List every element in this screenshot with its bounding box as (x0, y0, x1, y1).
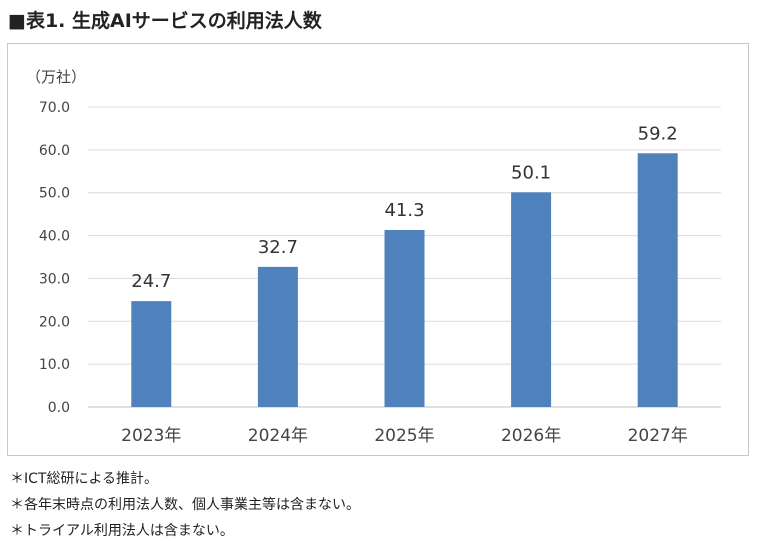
x-tick-label: 2025年 (374, 426, 434, 446)
bar (257, 266, 298, 407)
bar (131, 301, 172, 407)
footnotes: ＊ICT総研による推計。 ＊各年末時点の利用法人数、個人事業主等は含まない。 ＊… (10, 466, 360, 544)
x-tick-label: 2026年 (501, 426, 561, 446)
footnote-2: ＊各年末時点の利用法人数、個人事業主等は含まない。 (10, 497, 360, 513)
y-tick-label: 30.0 (39, 271, 70, 287)
data-label: 32.7 (258, 237, 298, 258)
y-tick-label: 60.0 (39, 143, 70, 159)
data-label: 59.2 (638, 123, 678, 144)
x-tick-label: 2027年 (628, 426, 688, 446)
y-tick-label: 50.0 (39, 186, 70, 202)
bar-chart: 0.0 10.0 20.0 30.0 40.0 50.0 60.0 70.0 24.7 32.7… (26, 68, 721, 446)
chart-frame: 0.0 10.0 20.0 30.0 40.0 50.0 60.0 70.0 24.7 32.7… (7, 43, 749, 456)
data-label: 41.3 (384, 200, 424, 221)
footnote-1: ＊ICT総研による推計。 (10, 471, 159, 487)
data-label: 24.7 (131, 271, 171, 292)
bar (637, 153, 678, 407)
x-tick-label: 2024年 (248, 426, 308, 446)
y-tick-label: 0.0 (48, 400, 70, 416)
y-axis-unit-label: （万社） (26, 68, 86, 86)
bar (384, 230, 425, 407)
y-tick-label: 70.0 (39, 100, 70, 116)
x-tick-label: 2023年 (121, 426, 181, 446)
y-tick-label: 20.0 (39, 314, 70, 330)
bar (511, 192, 552, 407)
data-label: 50.1 (511, 162, 551, 183)
footnote-3: ＊トライアル利用法人は含まない。 (10, 523, 234, 539)
y-tick-label: 10.0 (39, 357, 70, 373)
y-tick-label: 40.0 (39, 229, 70, 245)
chart-title: ■表1. 生成AIサービスの利用法人数 (8, 10, 322, 32)
